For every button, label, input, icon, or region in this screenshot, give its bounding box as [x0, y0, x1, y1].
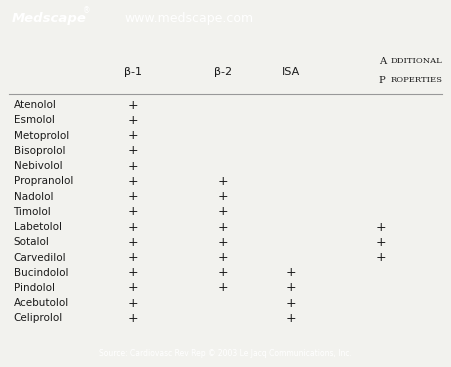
- Text: +: +: [218, 205, 229, 218]
- Text: +: +: [128, 114, 138, 127]
- Text: A: A: [379, 57, 386, 66]
- Text: +: +: [128, 221, 138, 233]
- Text: Celiprolol: Celiprolol: [14, 313, 63, 323]
- Text: +: +: [128, 297, 138, 310]
- Text: Sotalol: Sotalol: [14, 237, 50, 247]
- Text: +: +: [128, 312, 138, 325]
- Text: +: +: [285, 281, 296, 294]
- Text: Metoprolol: Metoprolol: [14, 131, 69, 141]
- Text: +: +: [218, 221, 229, 233]
- Text: Propranolol: Propranolol: [14, 177, 73, 186]
- Text: +: +: [376, 221, 387, 233]
- Text: ROPERTIES: ROPERTIES: [391, 76, 443, 84]
- Text: +: +: [218, 251, 229, 264]
- Text: Source: Cardiovasc Rev Rep © 2003 Le Jacq Communications, Inc.: Source: Cardiovasc Rev Rep © 2003 Le Jac…: [99, 349, 352, 358]
- Text: +: +: [218, 190, 229, 203]
- Text: +: +: [128, 266, 138, 279]
- Text: +: +: [128, 236, 138, 249]
- Text: +: +: [376, 236, 387, 249]
- Text: +: +: [218, 236, 229, 249]
- Text: Labetolol: Labetolol: [14, 222, 61, 232]
- Text: Medscape: Medscape: [11, 12, 86, 25]
- Text: +: +: [218, 281, 229, 294]
- Text: +: +: [128, 251, 138, 264]
- Text: β-2: β-2: [214, 67, 232, 77]
- Text: Nadolol: Nadolol: [14, 192, 53, 201]
- Text: +: +: [128, 99, 138, 112]
- Text: +: +: [218, 266, 229, 279]
- Text: +: +: [128, 281, 138, 294]
- Text: ISA: ISA: [282, 67, 300, 77]
- Text: P: P: [379, 76, 386, 84]
- Text: +: +: [128, 205, 138, 218]
- Text: DDITIONAL: DDITIONAL: [391, 57, 443, 65]
- Text: www.medscape.com: www.medscape.com: [125, 12, 254, 25]
- Text: +: +: [218, 175, 229, 188]
- Text: Nebivolol: Nebivolol: [14, 161, 62, 171]
- Text: Pindolol: Pindolol: [14, 283, 55, 293]
- Text: ®: ®: [83, 6, 91, 15]
- Text: Atenolol: Atenolol: [14, 100, 56, 110]
- Text: +: +: [128, 190, 138, 203]
- Text: Carvedilol: Carvedilol: [14, 252, 66, 262]
- Text: +: +: [285, 312, 296, 325]
- Text: β-1: β-1: [124, 67, 142, 77]
- Text: +: +: [128, 129, 138, 142]
- Text: +: +: [285, 266, 296, 279]
- Text: Bisoprolol: Bisoprolol: [14, 146, 65, 156]
- Text: +: +: [285, 297, 296, 310]
- Text: +: +: [376, 251, 387, 264]
- Text: +: +: [128, 160, 138, 172]
- Text: +: +: [128, 144, 138, 157]
- Text: Acebutolol: Acebutolol: [14, 298, 69, 308]
- Text: Timolol: Timolol: [14, 207, 51, 217]
- Text: Bucindolol: Bucindolol: [14, 268, 68, 278]
- Text: +: +: [128, 175, 138, 188]
- Text: Esmolol: Esmolol: [14, 115, 55, 126]
